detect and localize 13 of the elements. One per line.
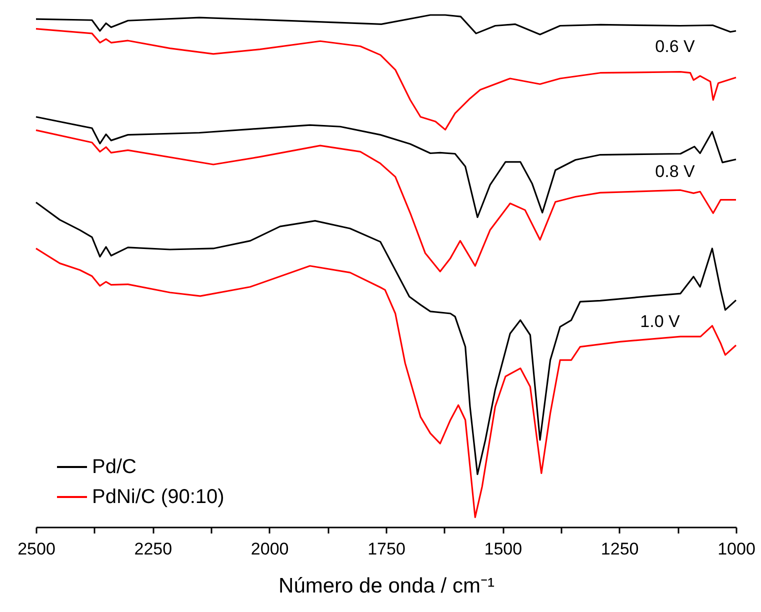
annotation: 0.6 V — [655, 37, 696, 56]
x-tick-label: 2000 — [250, 540, 289, 558]
x-tick-label: 1750 — [368, 540, 406, 558]
x-tick-label: 2250 — [134, 540, 172, 558]
annotation: 1.0 V — [640, 312, 681, 331]
legend-label: Pd/C — [92, 456, 136, 478]
x-axis-title: Número de onda / cm⁻¹ — [278, 574, 494, 598]
annotation: 0.8 V — [655, 162, 696, 181]
x-tick-label: 1000 — [718, 540, 756, 558]
x-tick-label: 1500 — [484, 540, 522, 558]
legend-label: PdNi/C (90:10) — [92, 486, 224, 508]
x-tick-label: 1250 — [600, 540, 639, 558]
x-tick-label: 2500 — [18, 540, 56, 558]
